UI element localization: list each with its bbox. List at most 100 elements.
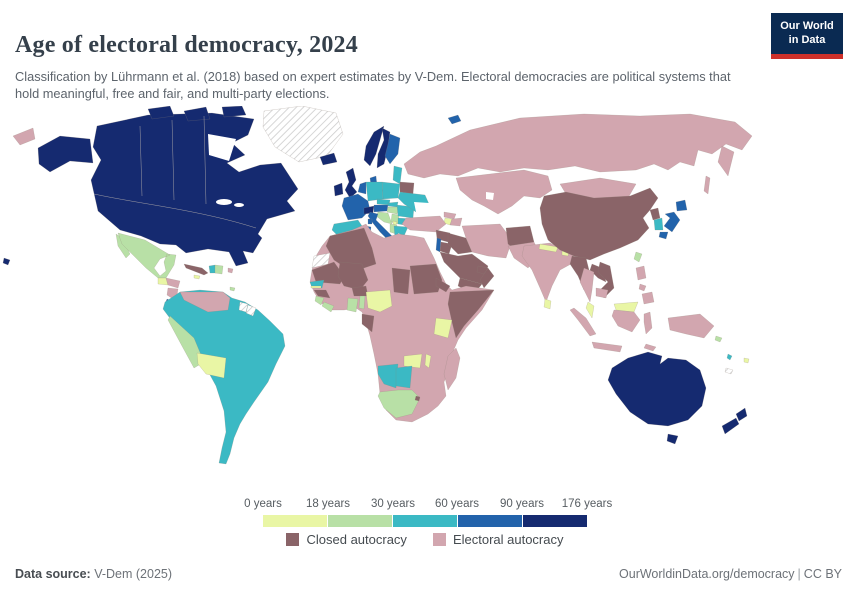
- map-region-nepal[interactable]: [538, 243, 559, 253]
- legend-segment-y90_176[interactable]: [523, 515, 587, 527]
- map-region-japan[interactable]: [658, 231, 669, 240]
- map-region-solomon-islands[interactable]: [714, 335, 723, 343]
- map-region-china[interactable]: [539, 187, 659, 261]
- map-region-mexico[interactable]: [117, 232, 177, 279]
- map-region-malaysia[interactable]: [585, 301, 595, 319]
- map-region-japan[interactable]: [663, 211, 681, 233]
- map-region-oman[interactable]: [479, 267, 495, 289]
- map-region-chad[interactable]: [391, 267, 411, 295]
- map-region-arctic-islands[interactable]: [147, 106, 175, 120]
- map-region-chukotka-russia[interactable]: [12, 127, 36, 146]
- map-region-philippines[interactable]: [641, 291, 655, 305]
- legend-category-electoral_autocracy[interactable]: Electoral autocracy: [432, 532, 564, 547]
- map-region-algeria[interactable]: [325, 227, 377, 273]
- map-region-papua-new-guinea[interactable]: [667, 313, 715, 339]
- map-region-somalia[interactable]: [447, 289, 495, 339]
- map-region-philippines[interactable]: [635, 265, 647, 281]
- map-region-kamchatka-russia[interactable]: [717, 145, 735, 177]
- map-region-vanuatu[interactable]: [726, 353, 733, 361]
- map-region-eritrea[interactable]: [435, 277, 451, 293]
- map-region-alaska[interactable]: [37, 135, 94, 173]
- map-region-canada-united-states[interactable]: [90, 112, 299, 267]
- map-region-honduras[interactable]: [165, 277, 181, 289]
- map-region-hungary[interactable]: [386, 206, 400, 215]
- map-region-benelux[interactable]: [357, 181, 367, 195]
- legend-category-closed_autocracy[interactable]: Closed autocracy: [286, 532, 407, 547]
- map-region-zambia[interactable]: [403, 353, 423, 369]
- map-region-sri-lanka[interactable]: [543, 298, 552, 310]
- map-region-turkey[interactable]: [401, 215, 447, 233]
- map-region-germany[interactable]: [365, 181, 384, 202]
- map-region-venezuela[interactable]: [179, 291, 231, 313]
- map-region-bolivia[interactable]: [196, 352, 227, 379]
- map-region-france[interactable]: [341, 193, 371, 221]
- map-region-burkina-faso[interactable]: [351, 285, 369, 297]
- map-region-corsica[interactable]: [367, 218, 373, 225]
- map-region-svalbard[interactable]: [447, 114, 462, 125]
- legend-segment-y18_30[interactable]: [328, 515, 393, 527]
- owid-logo[interactable]: Our World in Data: [771, 13, 843, 59]
- map-region-eswatini[interactable]: [414, 395, 421, 402]
- map-region-austria[interactable]: [373, 204, 389, 213]
- map-region-namibia[interactable]: [377, 363, 399, 389]
- map-region-fiji[interactable]: [743, 357, 750, 364]
- map-region-liberia[interactable]: [321, 301, 335, 313]
- map-region-arctic-islands[interactable]: [183, 106, 211, 122]
- map-region-botswana[interactable]: [395, 365, 413, 389]
- map-region-peru[interactable]: [167, 315, 205, 369]
- map-region-thailand[interactable]: [579, 267, 595, 303]
- map-region-cuba[interactable]: [183, 263, 209, 276]
- map-region-south-korea[interactable]: [653, 217, 664, 231]
- map-region-japan[interactable]: [675, 199, 688, 212]
- map-region-tasmania[interactable]: [666, 433, 679, 445]
- map-region-jamaica[interactable]: [193, 274, 201, 280]
- map-region-madagascar[interactable]: [443, 347, 461, 391]
- map-region-kenya[interactable]: [433, 317, 453, 339]
- map-region-azerbaijan[interactable]: [449, 217, 463, 227]
- map-region-dominican-republic[interactable]: [214, 264, 224, 275]
- map-region-uae-qatar[interactable]: [476, 265, 489, 275]
- map-region-kazakhstan-central-asia[interactable]: [455, 169, 553, 215]
- map-region-australia[interactable]: [607, 351, 707, 427]
- map-region-norway[interactable]: [363, 125, 385, 167]
- map-region-indonesia[interactable]: [643, 343, 657, 352]
- map-region-french-guiana[interactable]: [245, 304, 257, 317]
- map-region-iran[interactable]: [461, 223, 513, 259]
- map-region-indonesia[interactable]: [611, 309, 641, 333]
- legend-segment-y60_90[interactable]: [458, 515, 523, 527]
- map-region-gambia[interactable]: [310, 285, 322, 289]
- map-region-sakhalin-russia[interactable]: [703, 175, 711, 195]
- map-region-finland[interactable]: [384, 133, 401, 165]
- map-region-taiwan[interactable]: [633, 251, 643, 263]
- map-region-trinidad-and-tobago[interactable]: [229, 286, 236, 292]
- license-link[interactable]: CC BY: [803, 567, 842, 581]
- map-region-malawi[interactable]: [424, 353, 432, 369]
- map-region-philippines[interactable]: [638, 283, 647, 292]
- legend-segment-y0_18[interactable]: [263, 515, 328, 527]
- map-region-cambodia[interactable]: [595, 287, 609, 299]
- map-region-puerto-rico[interactable]: [227, 267, 234, 274]
- map-region-arctic-islands[interactable]: [221, 106, 247, 118]
- map-region-russia[interactable]: [403, 113, 753, 179]
- map-region-south-africa[interactable]: [377, 389, 421, 419]
- map-region-indonesia[interactable]: [591, 341, 623, 353]
- map-region-suriname[interactable]: [238, 301, 249, 313]
- map-region-united-kingdom[interactable]: [344, 167, 358, 199]
- map-region-ghana[interactable]: [346, 297, 359, 313]
- map-region-benin[interactable]: [358, 295, 366, 310]
- map-region-gabon-congo[interactable]: [361, 313, 375, 333]
- map-region-indonesia[interactable]: [569, 307, 597, 337]
- map-region-new-caledonia[interactable]: [724, 367, 734, 375]
- map-region-nigeria[interactable]: [365, 289, 393, 313]
- owid-link[interactable]: OurWorldinData.org/democracy: [619, 567, 795, 581]
- map-region-poland[interactable]: [381, 181, 401, 200]
- legend-gradient-bar[interactable]: [263, 515, 587, 527]
- map-region-kosovo[interactable]: [392, 220, 398, 226]
- map-region-sweden[interactable]: [376, 127, 391, 169]
- map-region-baltic-states[interactable]: [392, 165, 403, 185]
- map-region-greenland[interactable]: [262, 106, 344, 163]
- map-region-new-zealand[interactable]: [721, 417, 740, 435]
- map-region-indonesia[interactable]: [643, 311, 653, 335]
- map-region-sierra-leone[interactable]: [314, 295, 325, 306]
- map-region-iceland[interactable]: [319, 152, 338, 166]
